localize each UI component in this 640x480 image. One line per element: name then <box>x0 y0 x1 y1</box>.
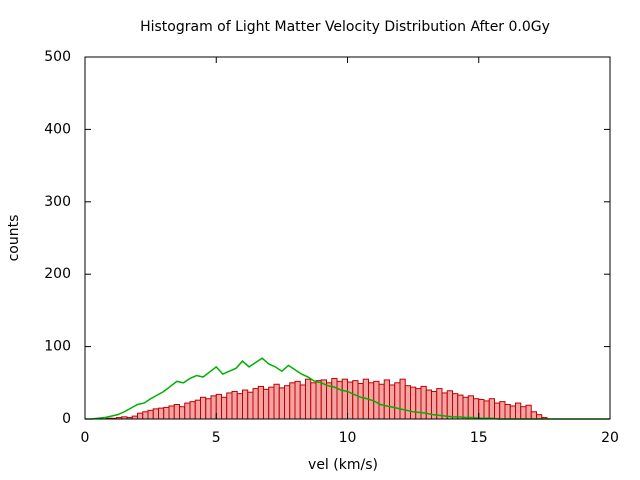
y-axis-label: counts <box>6 215 22 262</box>
histogram-bar <box>530 411 537 420</box>
histogram-bar <box>457 394 464 420</box>
histogram-bar <box>242 389 249 420</box>
histogram-bar <box>200 396 207 420</box>
histogram-bar <box>352 380 359 420</box>
y-tick-label: 200 <box>44 266 71 282</box>
histogram-bar <box>273 383 280 420</box>
histogram-bar <box>152 408 159 420</box>
y-tick-label: 300 <box>44 194 71 210</box>
histogram-bar <box>499 401 506 420</box>
histogram-bar <box>163 406 170 420</box>
histogram-bar <box>515 402 522 420</box>
histogram-bar <box>137 412 144 420</box>
x-axis-label: vel (km/s) <box>308 457 378 473</box>
histogram-bar <box>299 384 306 420</box>
histogram-bar <box>289 382 296 420</box>
y-tick-label: 100 <box>44 339 71 355</box>
histogram-bar <box>415 388 422 420</box>
histogram-bar <box>305 378 312 420</box>
histogram-bar <box>315 380 322 420</box>
histogram-bar <box>205 398 212 420</box>
x-tick-label: 10 <box>339 430 357 446</box>
y-tick-label: 500 <box>44 49 71 65</box>
histogram-bar <box>326 382 333 420</box>
histogram-bar <box>336 380 343 420</box>
x-tick-label: 15 <box>470 430 488 446</box>
histogram-bar <box>142 411 149 420</box>
histogram-bar <box>357 383 364 420</box>
histogram-bar <box>158 407 165 420</box>
histogram-bar <box>394 382 401 420</box>
histogram-bar <box>284 385 291 420</box>
histogram-bar <box>147 409 154 420</box>
histogram-bar <box>236 393 243 420</box>
y-tick-label: 0 <box>62 411 71 427</box>
histogram-bar <box>483 400 490 420</box>
histogram-bar <box>378 383 385 420</box>
histogram-bar <box>331 377 338 420</box>
histogram-bar <box>404 385 411 420</box>
histogram-bar <box>173 404 180 420</box>
histogram-bar <box>247 391 254 420</box>
chart-title: Histogram of Light Matter Velocity Distr… <box>140 19 550 35</box>
x-tick-label: 20 <box>601 430 619 446</box>
histogram-bar <box>210 395 217 420</box>
histogram-bar <box>231 390 238 420</box>
histogram-bar <box>520 406 527 420</box>
histogram-bar <box>462 396 469 420</box>
histogram-bar <box>263 388 270 420</box>
histogram-bar <box>347 381 354 420</box>
histogram-bar <box>184 402 191 420</box>
histogram-bar <box>252 388 259 420</box>
histogram-bar <box>310 382 317 420</box>
histogram-bar <box>189 401 196 420</box>
histogram-bar <box>488 398 495 420</box>
x-tick-label: 5 <box>212 430 221 446</box>
histogram-bar <box>168 405 175 420</box>
histogram-bar <box>473 398 480 420</box>
histogram-bar <box>221 396 228 420</box>
histogram-bar <box>389 384 396 420</box>
histogram-bar <box>446 390 453 420</box>
histogram-bar <box>294 380 301 420</box>
histogram-bar <box>373 380 380 420</box>
y-tick-label: 400 <box>44 121 71 137</box>
histogram-bar <box>420 385 427 420</box>
histogram-bar <box>399 378 406 420</box>
histogram-bar <box>268 386 275 420</box>
histogram-bar <box>278 387 285 420</box>
histogram-bar <box>320 379 327 420</box>
histogram-bar <box>179 406 186 420</box>
histogram-bar <box>494 402 501 420</box>
histogram-bar <box>504 404 511 420</box>
histogram-bar <box>525 404 532 420</box>
histogram-bar <box>194 399 201 420</box>
histogram-bar <box>467 395 474 420</box>
histogram-bar <box>452 393 459 420</box>
histogram-bar <box>478 398 485 420</box>
histogram-bar <box>383 379 390 420</box>
histogram-bar <box>341 378 348 420</box>
histogram-bar <box>215 393 222 420</box>
histogram-bar <box>509 405 516 420</box>
histogram-bar <box>257 385 264 420</box>
x-tick-label: 0 <box>81 430 90 446</box>
histogram-bar <box>226 392 233 420</box>
histogram-bar <box>410 386 417 420</box>
